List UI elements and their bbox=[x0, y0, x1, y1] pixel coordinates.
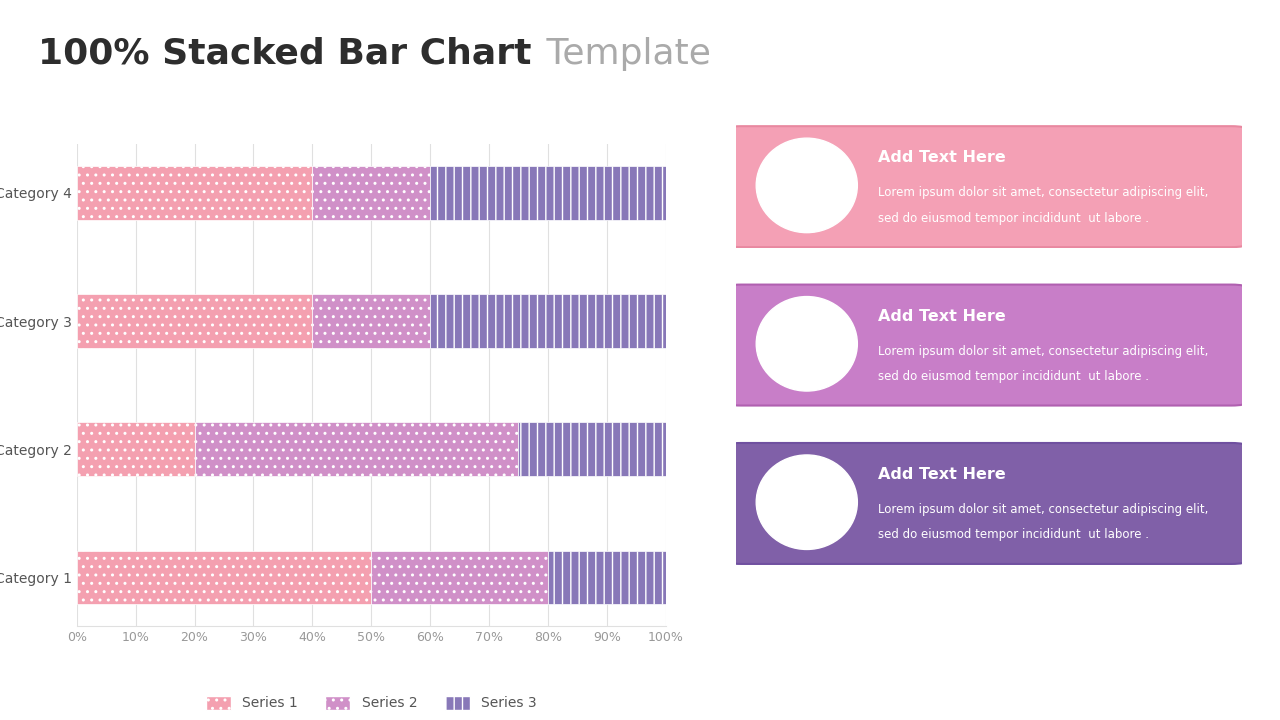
FancyBboxPatch shape bbox=[726, 443, 1247, 564]
Bar bbox=[430, 166, 666, 220]
Bar bbox=[77, 423, 195, 476]
Bar bbox=[195, 423, 518, 476]
Text: Lorem ipsum dolor sit amet, consectetur adipiscing elit,: Lorem ipsum dolor sit amet, consectetur … bbox=[878, 345, 1208, 358]
Ellipse shape bbox=[756, 138, 858, 233]
Text: 100% Stacked Bar Chart: 100% Stacked Bar Chart bbox=[37, 37, 531, 71]
Text: Add Text Here: Add Text Here bbox=[878, 150, 1005, 165]
Text: Template: Template bbox=[535, 37, 710, 71]
Ellipse shape bbox=[756, 455, 858, 549]
Text: Lorem ipsum dolor sit amet, consectetur adipiscing elit,: Lorem ipsum dolor sit amet, consectetur … bbox=[878, 186, 1208, 199]
Text: sed do eiusmod tempor incididunt  ut labore .: sed do eiusmod tempor incididunt ut labo… bbox=[878, 528, 1148, 541]
Text: sed do eiusmod tempor incididunt  ut labore .: sed do eiusmod tempor incididunt ut labo… bbox=[878, 370, 1148, 383]
Text: Lorem ipsum dolor sit amet, consectetur adipiscing elit,: Lorem ipsum dolor sit amet, consectetur … bbox=[878, 503, 1208, 516]
Bar bbox=[430, 294, 666, 348]
Text: Add Text Here: Add Text Here bbox=[878, 467, 1005, 482]
Text: sed do eiusmod tempor incididunt  ut labore .: sed do eiusmod tempor incididunt ut labo… bbox=[878, 212, 1148, 225]
Ellipse shape bbox=[756, 297, 858, 391]
Bar bbox=[548, 551, 666, 605]
FancyBboxPatch shape bbox=[726, 126, 1247, 247]
Text: Add Text Here: Add Text Here bbox=[878, 309, 1005, 323]
Bar bbox=[77, 294, 312, 348]
Legend: Series 1, Series 2, Series 3: Series 1, Series 2, Series 3 bbox=[200, 690, 543, 716]
Bar bbox=[371, 551, 548, 605]
Bar bbox=[518, 423, 666, 476]
Bar bbox=[77, 166, 312, 220]
FancyBboxPatch shape bbox=[726, 284, 1247, 405]
Bar bbox=[77, 551, 371, 605]
Bar bbox=[312, 166, 430, 220]
Bar bbox=[312, 294, 430, 348]
